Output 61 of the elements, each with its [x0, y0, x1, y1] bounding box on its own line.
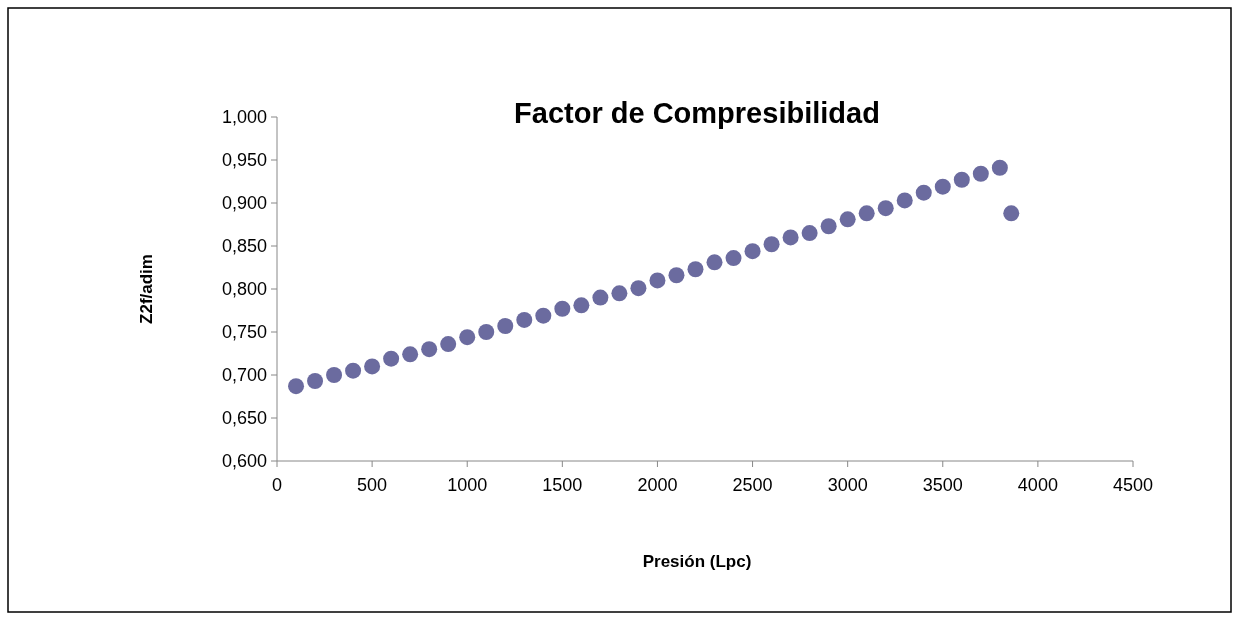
y-tick-label: 0,750	[221, 322, 267, 343]
point	[934, 178, 951, 195]
y-tick-label: 0,700	[221, 365, 267, 386]
y-tick-label: 1,000	[221, 107, 267, 128]
chart-title: Factor de Compresibilidad	[514, 97, 880, 129]
point	[991, 159, 1008, 176]
point	[896, 192, 913, 209]
point	[1003, 205, 1020, 222]
point	[972, 165, 989, 182]
y-tick-label: 0,800	[221, 279, 267, 300]
x-tick-label: 0	[271, 475, 283, 495]
point	[402, 346, 419, 363]
point	[421, 341, 438, 358]
point	[364, 358, 381, 375]
x-axis-title: Presión (Lpc)	[642, 552, 752, 571]
point	[573, 297, 590, 314]
x-tick-label: 2500	[732, 475, 773, 495]
y-tick-label: 0,850	[221, 236, 267, 257]
point	[801, 225, 818, 242]
point	[478, 324, 495, 340]
point	[820, 218, 837, 235]
point	[611, 285, 628, 302]
point	[782, 229, 799, 246]
point	[535, 307, 552, 324]
point	[326, 367, 343, 383]
point	[877, 200, 894, 217]
point	[345, 362, 362, 379]
x-tick-label: 500	[357, 475, 388, 495]
point	[839, 211, 856, 228]
x-tick-label: 3000	[827, 475, 868, 495]
x-tick-label: 4000	[1017, 475, 1058, 495]
point	[668, 267, 685, 284]
y-tick-label: 0,650	[221, 408, 267, 429]
point	[307, 373, 324, 389]
x-tick-label: 2000	[637, 475, 678, 495]
y-tick-label: 0,900	[221, 193, 267, 214]
y-axis-title: Z2f/adim	[137, 254, 156, 324]
point	[953, 171, 970, 188]
point	[858, 205, 875, 222]
point	[288, 378, 305, 395]
point	[763, 236, 780, 253]
y-tick-label: 0,950	[221, 150, 267, 171]
y-tick-label: 0,600	[221, 451, 267, 472]
point	[725, 250, 742, 267]
point	[554, 300, 571, 317]
x-tick-label: 1500	[542, 475, 583, 495]
point	[744, 243, 761, 260]
point	[706, 254, 723, 271]
point	[649, 272, 666, 289]
point	[592, 289, 609, 306]
point	[383, 350, 400, 367]
x-tick-label: 4500	[1112, 475, 1154, 495]
x-tick-label: 3500	[922, 475, 963, 495]
point	[497, 318, 514, 334]
point	[915, 184, 932, 201]
point	[516, 311, 533, 328]
point	[440, 336, 457, 353]
x-tick-label: 1000	[447, 475, 488, 495]
point	[459, 329, 476, 346]
point	[630, 280, 647, 297]
point	[687, 261, 704, 278]
